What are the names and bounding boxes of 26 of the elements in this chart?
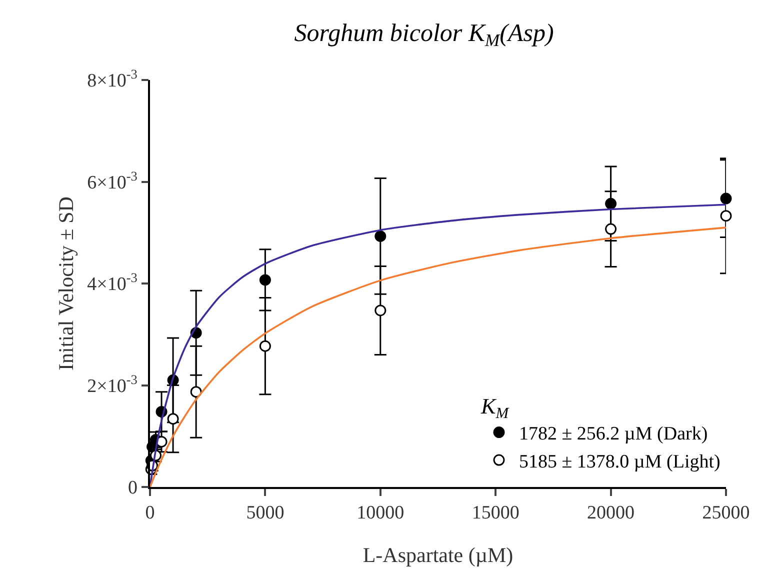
point (259, 274, 271, 286)
point (720, 210, 732, 222)
x-tick-label: 25000 (702, 502, 750, 524)
point (167, 413, 179, 425)
legend-label: 1782 ± 256.2 µM (Dark) (519, 424, 708, 445)
x-tick-label: 15000 (472, 502, 520, 524)
point (374, 304, 386, 316)
x-tick-label: 5000 (246, 502, 284, 524)
point (720, 192, 732, 204)
legend-title: K$_{M}$ (480, 393, 510, 422)
x-axis-title: L-Aspartate (µM) (362, 543, 514, 568)
x-tick-label: 20000 (587, 502, 635, 524)
legend-label: 5185 ± 1378.0 µM (Light) (519, 451, 720, 472)
y-tick-label: 8×10$^{-3}$ (87, 66, 138, 92)
point (190, 386, 202, 398)
y-tick-label: 2×10$^{-3}$ (87, 372, 138, 397)
y-tick-label: 0 (128, 478, 138, 499)
point (259, 340, 271, 352)
y-tick-label: 4×10$^{-3}$ (87, 270, 138, 296)
y-axis-title: Initial Velocity ± SD (54, 196, 78, 370)
point (374, 230, 386, 242)
x-tick-label: 0 (145, 502, 155, 524)
chart-title: Sorghum bicolor K$_{M}$(Asp) (294, 20, 554, 50)
y-tick-label: 6×10$^{-3}$ (87, 168, 138, 194)
point (605, 223, 617, 235)
x-tick-label: 10000 (356, 502, 404, 524)
